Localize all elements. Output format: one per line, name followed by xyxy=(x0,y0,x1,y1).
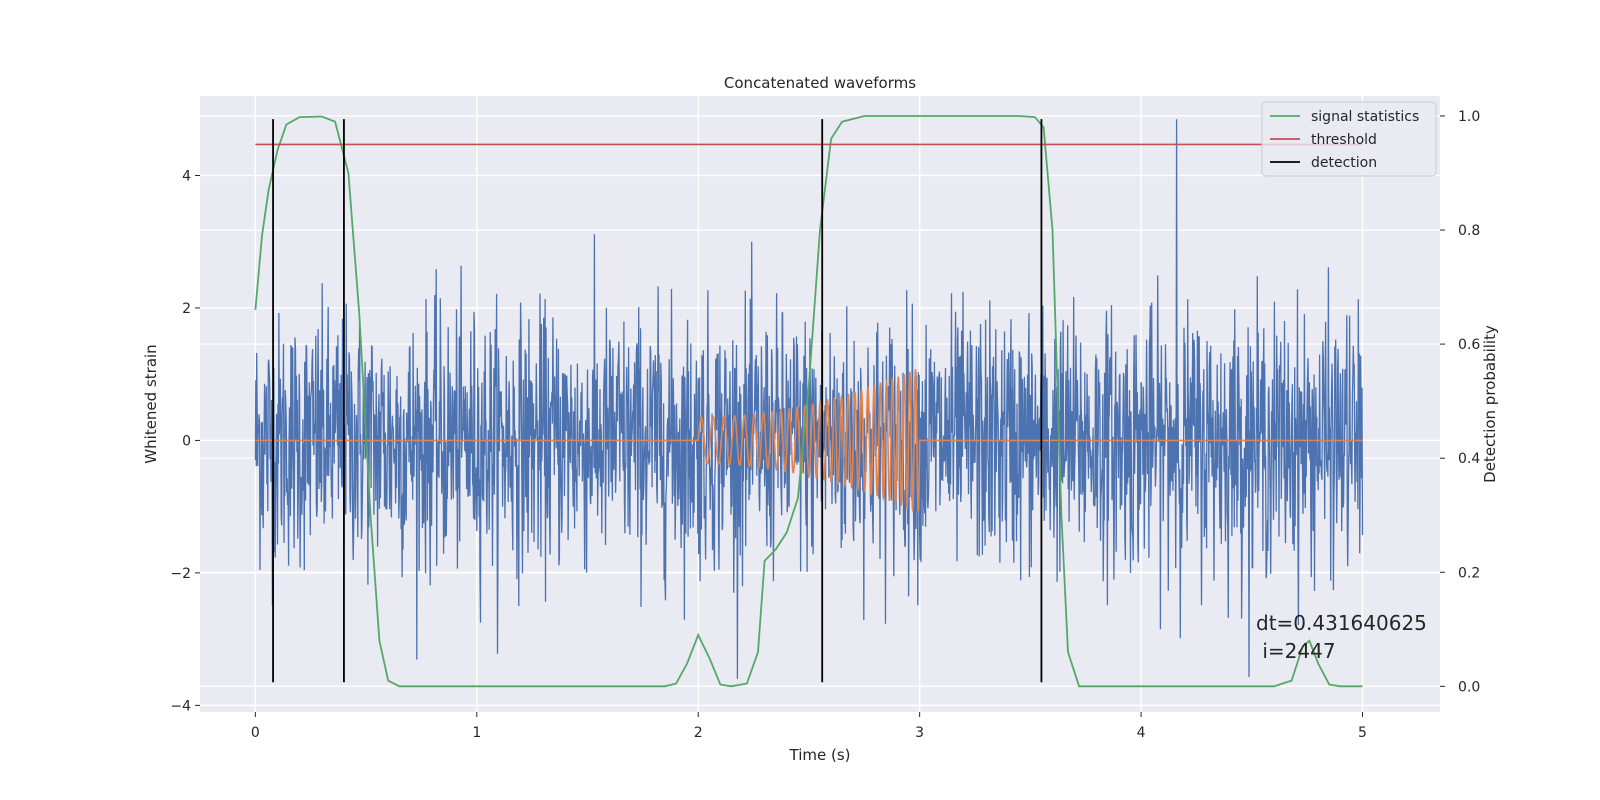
ticks: 0 1 2 3 4 5 −4 −2 0 2 4 0.0 0.2 0.4 0.6 0.8 1.0 xyxy=(170,109,1480,741)
x-tick-label: 1 xyxy=(472,725,481,741)
legend-label-signal-statistics: signal statistics xyxy=(1311,109,1419,125)
chirp-series xyxy=(255,369,1363,513)
y-right-axis-label: Detection probability xyxy=(1481,325,1499,483)
legend-label-detection: detection xyxy=(1311,155,1377,171)
x-tick-label: 3 xyxy=(915,725,924,741)
chart-title: Concatenated waveforms xyxy=(724,74,916,92)
y-right-tick-label: 0.4 xyxy=(1458,451,1480,467)
x-tick-label: 5 xyxy=(1358,725,1367,741)
legend-box xyxy=(1261,101,1437,177)
y-axis-label: Whitened strain xyxy=(142,344,160,463)
y-tick-label: −2 xyxy=(170,566,191,582)
legend: signal statistics threshold detection xyxy=(1261,101,1437,177)
annotation-dt: dt=0.431640625 xyxy=(1256,611,1427,635)
y-tick-label: 4 xyxy=(182,168,191,184)
detection-lines xyxy=(272,119,1043,683)
y-tick-label: 0 xyxy=(182,433,191,449)
noise-series xyxy=(254,119,1364,679)
x-axis-label: Time (s) xyxy=(789,746,851,764)
y-right-tick-label: 0.6 xyxy=(1458,337,1480,353)
legend-label-threshold: threshold xyxy=(1311,132,1377,148)
y-right-tick-label: 0.2 xyxy=(1458,565,1480,581)
y-right-tick-label: 0.8 xyxy=(1458,223,1480,239)
y-right-tick-label: 1.0 xyxy=(1458,109,1480,125)
y-tick-label: −4 xyxy=(170,698,191,714)
y-right-tick-label: 0.0 xyxy=(1458,679,1480,695)
y-tick-label: 2 xyxy=(182,301,191,317)
x-tick-label: 0 xyxy=(251,725,260,741)
x-tick-label: 4 xyxy=(1137,725,1146,741)
annotation-i: i=2447 xyxy=(1256,639,1336,663)
noise-line xyxy=(254,119,1364,679)
chirp-line xyxy=(255,369,1363,513)
x-tick-label: 2 xyxy=(694,725,703,741)
